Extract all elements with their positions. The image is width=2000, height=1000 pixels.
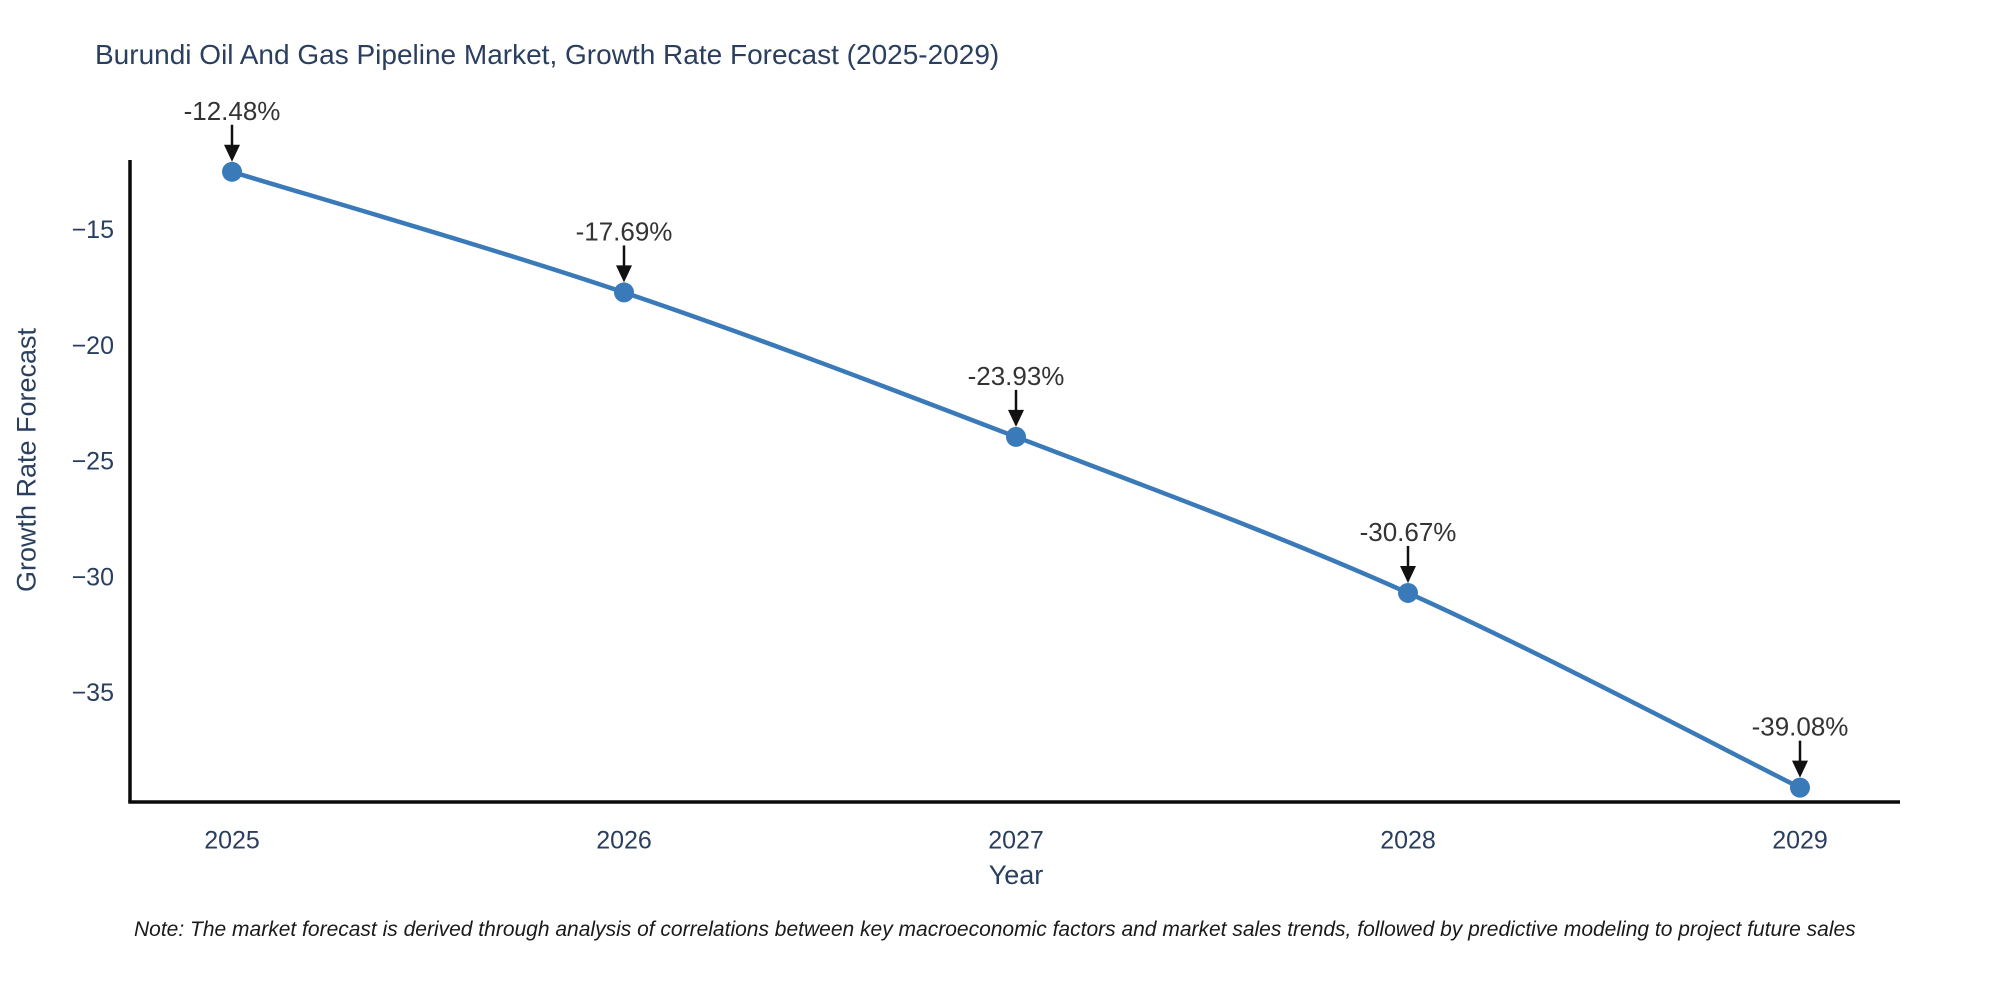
data-point-marker[interactable] (1398, 582, 1418, 603)
data-point-label: -23.93% (968, 361, 1065, 391)
x-tick-label: 2029 (1772, 827, 1828, 855)
x-tick-label: 2026 (596, 827, 652, 855)
data-point-label: -17.69% (576, 216, 673, 246)
x-axis-title: Year (988, 860, 1044, 890)
y-tick-label: −30 (72, 563, 114, 591)
x-tick-label: 2027 (988, 827, 1044, 855)
chart-title: Burundi Oil And Gas Pipeline Market, Gro… (95, 39, 1000, 70)
annotation-arrowhead-icon (1400, 565, 1416, 583)
annotation-arrowhead-icon (224, 144, 240, 162)
data-point-marker[interactable] (1790, 777, 1810, 798)
annotation-arrowhead-icon (616, 265, 632, 283)
data-point-label: -12.48% (184, 96, 281, 126)
annotation-arrowhead-icon (1008, 409, 1024, 427)
y-tick-label: −25 (72, 448, 114, 476)
data-point-marker[interactable] (222, 161, 242, 182)
x-tick-label: 2028 (1380, 827, 1436, 855)
annotation-arrowhead-icon (1792, 760, 1808, 778)
data-point-marker[interactable] (1006, 426, 1026, 447)
data-point-marker[interactable] (614, 282, 634, 303)
x-tick-label: 2025 (204, 827, 260, 855)
series-line (229, 169, 1803, 790)
chart-note: Note: The market forecast is derived thr… (134, 918, 1856, 941)
data-point-label: -30.67% (1360, 517, 1457, 547)
y-tick-label: −15 (72, 216, 114, 244)
data-point-label: -39.08% (1752, 712, 1849, 742)
y-tick-label: −20 (72, 332, 114, 360)
y-tick-label: −35 (72, 679, 114, 707)
